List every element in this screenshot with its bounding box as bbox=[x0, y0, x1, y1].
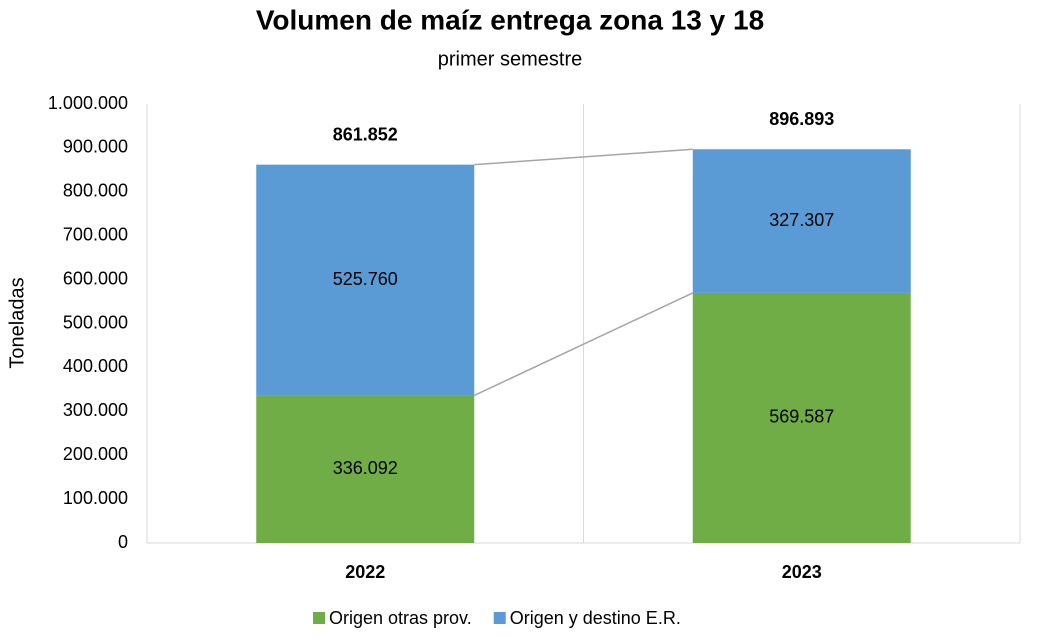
data-label: 569.587 bbox=[769, 407, 834, 427]
legend-swatch bbox=[313, 612, 325, 624]
legend-label: Origen otras prov. bbox=[329, 608, 472, 628]
y-tick-label: 200.000 bbox=[63, 444, 128, 464]
total-label: 861.852 bbox=[333, 124, 398, 144]
y-tick-label: 100.000 bbox=[63, 488, 128, 508]
total-label: 896.893 bbox=[769, 109, 834, 129]
y-tick-label: 0 bbox=[118, 532, 128, 552]
y-axis-title: Toneladas bbox=[6, 277, 28, 368]
y-tick-label: 700.000 bbox=[63, 224, 128, 244]
y-tick-label: 1.000.000 bbox=[48, 93, 128, 113]
series-line bbox=[474, 148, 693, 166]
bar-segment bbox=[692, 149, 911, 293]
data-label: 336.092 bbox=[333, 458, 398, 478]
y-tick-label: 500.000 bbox=[63, 312, 128, 332]
data-label: 525.760 bbox=[333, 269, 398, 289]
chart-subtitle: primer semestre bbox=[438, 48, 582, 70]
data-label: 327.307 bbox=[769, 210, 834, 230]
bar-segment bbox=[692, 292, 911, 543]
legend-swatch bbox=[493, 612, 506, 624]
y-tick-label: 600.000 bbox=[63, 268, 128, 288]
x-tick-label: 2023 bbox=[782, 562, 822, 582]
bar-segment bbox=[256, 395, 475, 543]
y-tick-label: 400.000 bbox=[63, 356, 128, 376]
x-tick-label: 2022 bbox=[345, 562, 385, 582]
bar-segment bbox=[256, 164, 475, 396]
series-line bbox=[473, 292, 694, 397]
chart-title: Volumen de maíz entrega zona 13 y 18 bbox=[256, 4, 764, 35]
legend-label: Origen y destino E.R. bbox=[510, 608, 681, 628]
y-tick-label: 900.000 bbox=[63, 137, 128, 157]
y-tick-label: 800.000 bbox=[63, 181, 128, 201]
y-tick-label: 300.000 bbox=[63, 400, 128, 420]
